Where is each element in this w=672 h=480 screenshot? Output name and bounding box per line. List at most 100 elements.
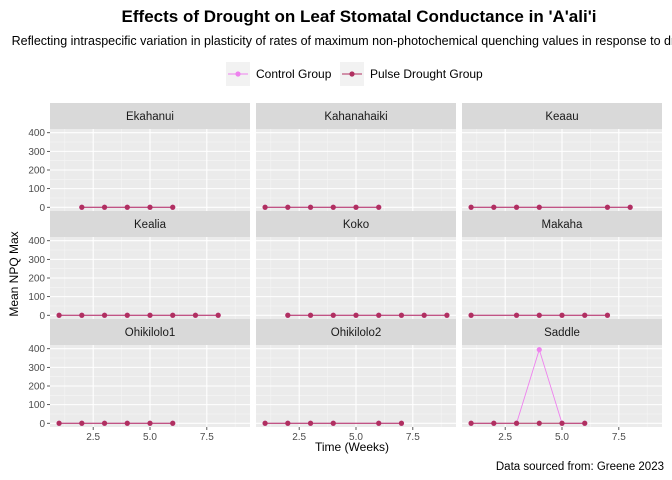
y-tick-label: 400 [28, 344, 45, 355]
data-point-drought [513, 420, 520, 426]
x-tick-label: 7.5 [200, 432, 214, 443]
facet-strip-label: Kahanahaiki [324, 111, 387, 123]
facet-strip [50, 319, 250, 345]
data-point-drought [513, 312, 520, 318]
y-tick-label: 300 [28, 363, 45, 374]
data-point-drought [604, 312, 611, 318]
y-tick-label: 0 [39, 419, 45, 430]
facet-panel-keaau: Keaau [462, 103, 662, 211]
chart-caption: Data sourced from: Greene 2023 [496, 461, 664, 473]
data-point-drought [56, 420, 62, 426]
x-tick-label: 5.0 [349, 432, 363, 443]
facet-panel-ohikilolo2: Ohikilolo2 2.5 5.0 7.5 [256, 319, 456, 443]
facet-panel-kealia: Kealia 0 100 200 300 400 [28, 211, 250, 322]
y-tick-label: 0 [39, 203, 45, 214]
data-point-drought [170, 312, 176, 318]
data-point-drought [398, 420, 405, 426]
data-point-drought [124, 204, 130, 210]
facet-strip-label: Ohikilolo2 [331, 327, 382, 339]
facet-strip [256, 103, 456, 129]
facet-strip [462, 211, 662, 237]
x-tick-label: 2.5 [86, 432, 100, 443]
data-point-drought [536, 204, 542, 210]
facet-strip-label: Koko [343, 219, 369, 231]
x-tick-label: 5.0 [555, 432, 569, 443]
data-point-drought [170, 204, 176, 210]
y-tick-label: 100 [28, 400, 45, 411]
data-point-drought [468, 420, 474, 426]
facet-strip-label: Keaau [545, 111, 578, 123]
y-tick-label: 300 [28, 147, 45, 158]
data-point-drought [376, 420, 382, 426]
data-point-drought [582, 420, 588, 426]
data-point-drought [559, 420, 565, 426]
facet-strip [50, 103, 250, 129]
data-point-drought [582, 312, 588, 318]
facet-strip-label: Ohikilolo1 [125, 327, 176, 339]
facet-strip-label: Makaha [542, 219, 584, 231]
data-point-control [536, 347, 542, 353]
facet-panel-kahanahaiki: Kahanahaiki [256, 103, 456, 211]
data-point-drought [307, 312, 314, 318]
data-point-drought [101, 312, 108, 318]
data-point-drought [536, 312, 542, 318]
data-point-drought [307, 420, 314, 426]
data-point-drought [330, 204, 336, 210]
facet-strip [462, 103, 662, 129]
facet-panel-saddle: Saddle 2.5 5.0 7.5 [462, 319, 662, 443]
data-point-drought [627, 204, 633, 210]
data-point-drought [101, 204, 108, 210]
legend-marker-drought [349, 71, 355, 77]
y-tick-label: 100 [28, 184, 45, 195]
y-tick-label: 0 [39, 311, 45, 322]
data-point-drought [491, 204, 497, 210]
data-point-drought [101, 420, 108, 426]
data-point-drought [330, 420, 336, 426]
data-point-drought [79, 420, 85, 426]
data-point-drought [285, 312, 291, 318]
chart-title: Effects of Drought on Leaf Stomatal Cond… [122, 7, 597, 26]
facet-panel-koko: Koko [256, 211, 456, 319]
data-point-drought [353, 204, 359, 210]
facet-strip-label: Saddle [544, 327, 580, 339]
data-point-drought [147, 204, 153, 210]
facet-panel-makaha: Makaha [462, 211, 662, 319]
facet-strip [50, 211, 250, 237]
data-point-drought [262, 204, 268, 210]
data-point-drought [147, 312, 153, 318]
data-point-drought [376, 204, 382, 210]
y-tick-label: 200 [28, 274, 45, 285]
y-tick-label: 200 [28, 166, 45, 177]
data-point-drought [353, 312, 359, 318]
data-point-drought [444, 312, 450, 318]
legend-marker-control [235, 71, 241, 77]
data-point-drought [421, 312, 427, 318]
facet-strip [462, 319, 662, 345]
facet-panels: Ekahanui 0 100 200 300 400 Kahanahaiki Keaau Kea… [28, 103, 662, 443]
chart-subtitle: Reflecting intraspecific variation in pl… [12, 34, 672, 48]
data-point-drought [124, 420, 130, 426]
legend-label-control: Control Group [256, 67, 332, 81]
data-point-drought [285, 204, 291, 210]
data-point-drought [147, 420, 153, 426]
data-point-drought [491, 420, 497, 426]
data-point-drought [56, 312, 62, 318]
y-tick-label: 400 [28, 128, 45, 139]
x-axis-title: Time (Weeks) [315, 440, 389, 454]
facet-panel-ohikilolo1: Ohikilolo1 0 100 200 300 400 2.5 5.0 7.5 [28, 319, 250, 443]
data-point-drought [536, 420, 542, 426]
x-tick-label: 7.5 [406, 432, 420, 443]
facet-strip-label: Ekahanui [126, 111, 174, 123]
data-point-drought [468, 204, 474, 210]
x-tick-label: 7.5 [612, 432, 626, 443]
data-point-drought [398, 312, 405, 318]
legend-label-drought: Pulse Drought Group [370, 67, 483, 81]
data-point-drought [262, 420, 268, 426]
y-tick-label: 400 [28, 236, 45, 247]
facet-panel-ekahanui: Ekahanui 0 100 200 300 400 [28, 103, 250, 214]
data-point-drought [79, 312, 85, 318]
data-point-drought [376, 312, 382, 318]
y-tick-label: 200 [28, 382, 45, 393]
y-axis-title: Mean NPQ Max [7, 231, 21, 316]
data-point-drought [79, 204, 85, 210]
